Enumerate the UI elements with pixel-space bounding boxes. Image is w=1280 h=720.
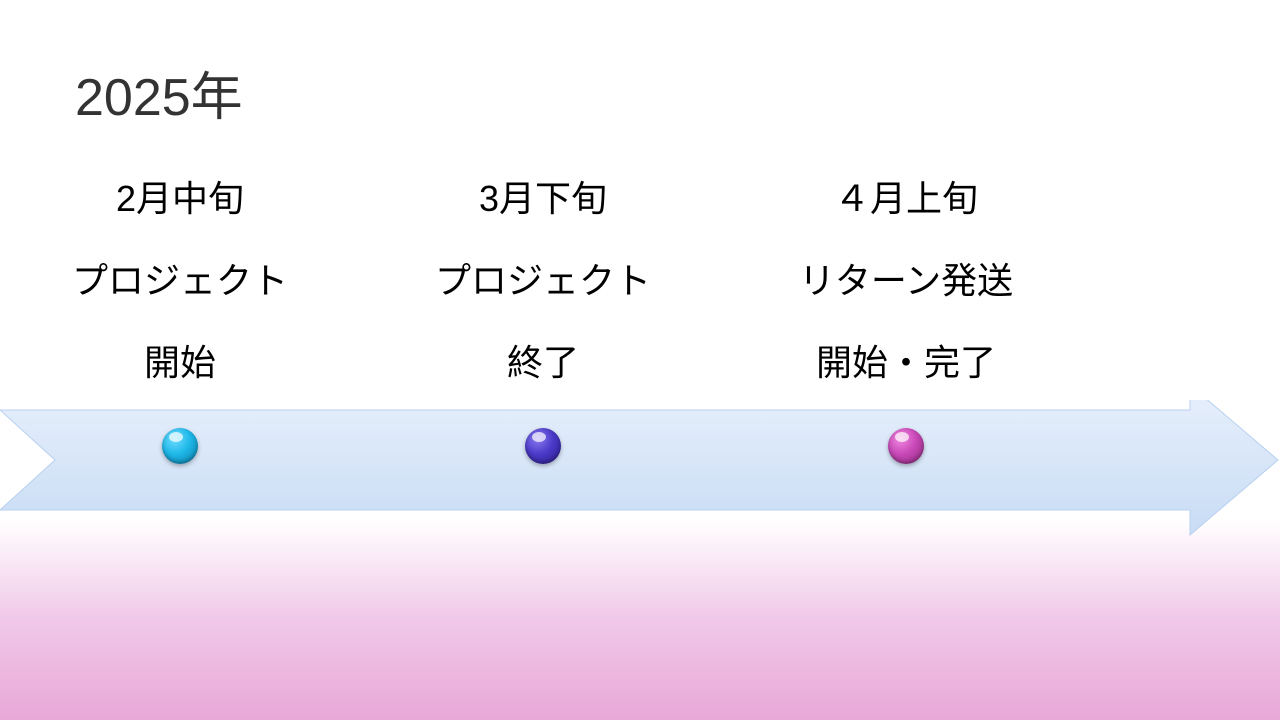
timeline-arrow <box>0 400 1280 530</box>
milestone-3-line1: リターン発送 <box>736 252 1076 304</box>
milestone-3: ４月上旬 リターン発送 開始・完了 <box>736 170 1076 386</box>
milestone-3-date: ４月上旬 <box>736 170 1076 222</box>
milestone-2-date: 3月下旬 <box>373 170 713 222</box>
page-title: 2025年 <box>75 55 243 130</box>
milestone-2: 3月下旬 プロジェクト 終了 <box>373 170 713 386</box>
background-gradient <box>0 520 1280 720</box>
milestone-1-line2: 開始 <box>10 334 350 386</box>
milestone-1-date: 2月中旬 <box>10 170 350 222</box>
milestone-1-marker <box>162 428 198 464</box>
milestone-2-line1: プロジェクト <box>373 252 713 304</box>
milestone-2-marker <box>525 428 561 464</box>
milestone-2-line2: 終了 <box>373 334 713 386</box>
milestone-3-marker <box>888 428 924 464</box>
milestone-3-line2: 開始・完了 <box>736 334 1076 386</box>
milestone-1-line1: プロジェクト <box>10 252 350 304</box>
milestone-1: 2月中旬 プロジェクト 開始 <box>10 170 350 386</box>
